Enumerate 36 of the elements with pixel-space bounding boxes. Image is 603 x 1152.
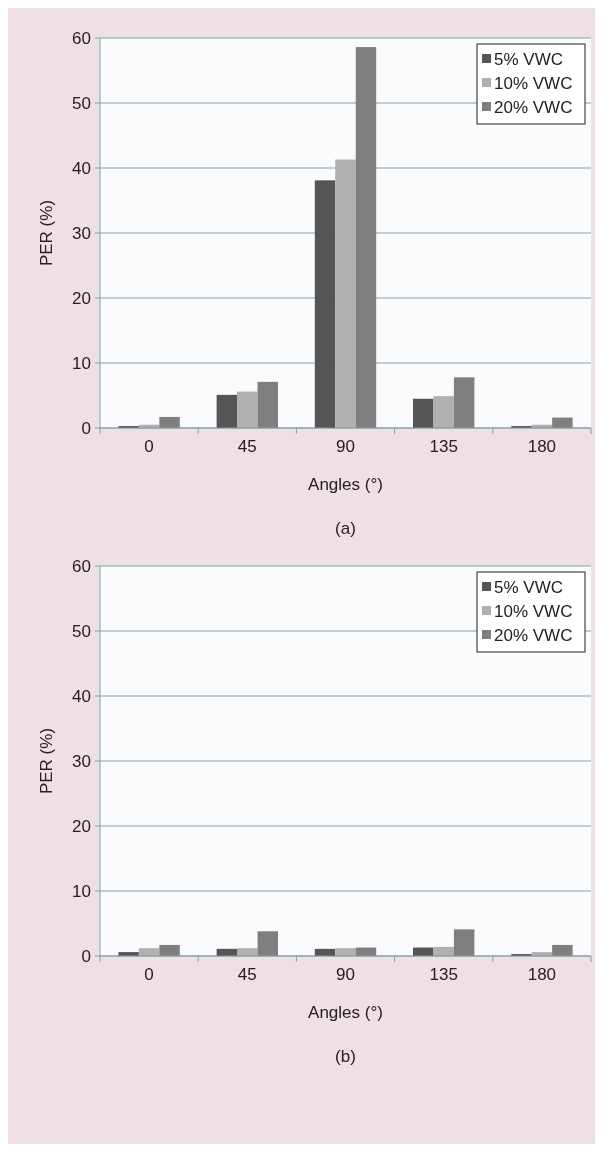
y-tick-label: 0 — [81, 946, 91, 966]
y-tick-label: 40 — [72, 686, 91, 706]
x-tick-label: 90 — [336, 437, 355, 456]
y-tick-label: 50 — [72, 93, 91, 113]
legend-label: 10% VWC — [494, 73, 573, 93]
text: (a) — [335, 519, 356, 538]
x-tick-label: 45 — [237, 965, 257, 984]
x-tick-label: 180 — [527, 437, 557, 456]
legend-label: 5% VWC — [494, 577, 563, 597]
y-axis-title: PER (%) — [37, 199, 56, 267]
x-tick-label: 135 — [429, 965, 458, 984]
x-tick-label: 0 — [144, 437, 154, 456]
x-tick-label: 180 — [527, 965, 557, 984]
y-tick-label: 10 — [72, 353, 91, 373]
y-tick-label: 50 — [72, 621, 91, 641]
y-axis-title: PER (%) — [37, 727, 56, 795]
x-tick-label: 0 — [144, 965, 154, 984]
y-tick-label: 60 — [72, 28, 91, 48]
y-tick-label: 30 — [72, 751, 91, 771]
y-tick-label: 10 — [72, 881, 91, 901]
legend-label: 20% VWC — [494, 625, 573, 645]
x-tick-label: 90 — [336, 965, 355, 984]
y-tick-label: 60 — [72, 556, 91, 576]
legend-label: 5% VWC — [494, 49, 563, 69]
x-axis-title: Angles (°) — [308, 475, 383, 494]
legend-label: 10% VWC — [494, 601, 573, 621]
y-tick-label: 20 — [72, 816, 91, 836]
y-tick-label: 0 — [81, 418, 91, 438]
y-tick-label: 30 — [72, 223, 91, 243]
x-tick-label: 45 — [237, 437, 257, 456]
legend-label: 20% VWC — [494, 97, 573, 117]
text: (b) — [335, 1047, 356, 1066]
y-tick-label: 40 — [72, 158, 91, 178]
y-tick-label: 20 — [72, 288, 91, 308]
x-tick-label: 135 — [429, 437, 458, 456]
x-axis-title: Angles (°) — [308, 1003, 383, 1022]
